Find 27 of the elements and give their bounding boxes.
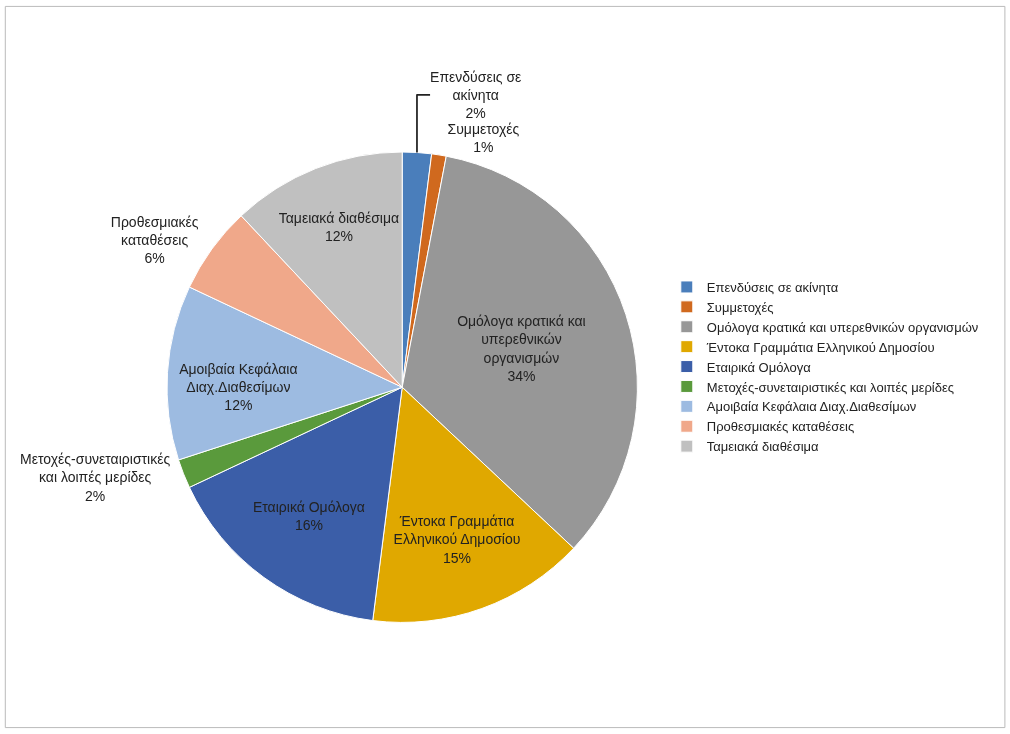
legend-label: Προθεσμιακές καταθέσεις: [706, 419, 855, 435]
legend-label: Συμμετοχές: [706, 299, 774, 315]
data-label: 15%: [442, 549, 472, 566]
slice-label: Έντοκα Γραμμάτια Ελληνικού Δημοσίου: [393, 513, 521, 548]
data-label: 12%: [324, 228, 353, 245]
slice-label: Ομόλογα κρατικά και υπερεθνικών οργανισμών: [457, 313, 586, 366]
legend-label: Επενδύσεις σε ακίνητα: [706, 280, 839, 296]
slice-label: Αμοιβαία Κεφάλαια Διαχ.Διαθεσίμων: [179, 361, 298, 396]
legend-label: Έντοκα Γραμμάτια Ελληνικού Δημοσίου: [705, 339, 935, 355]
legend-label: Μετοχές-συνεταιριστικές και λοιπές μερίδες: [706, 379, 955, 395]
legend-label: Εταιρικά Ομόλογα: [706, 359, 812, 375]
data-label: 6%: [144, 250, 165, 267]
data-label: 12%: [224, 397, 253, 414]
data-label: 16%: [294, 516, 323, 533]
data-label: 1%: [473, 139, 494, 156]
data-label: 2%: [85, 487, 106, 504]
slice-label: Επενδύσεις σε ακίνητα: [430, 68, 522, 103]
data-label: 2%: [465, 105, 486, 122]
data-label: 34%: [507, 367, 536, 384]
slice-label: Μετοχές-συνεταιριστικές και λοιπές μερίδες: [20, 451, 171, 486]
legend-label: Αμοιβαία Κεφάλαια Διαχ.Διαθεσίμων: [706, 399, 917, 415]
slice-label: Εταιρικά Ομόλογα: [252, 498, 365, 515]
slice-label: Ταμειακά διαθέσιμα: [278, 210, 400, 227]
legend-label: Ταμειακά διαθέσιμα: [706, 439, 820, 455]
legend-label: Ομόλογα κρατικά και υπερεθνικών οργανισμών: [706, 319, 979, 335]
slice-label: Συμμετοχές: [447, 121, 520, 138]
slice-label: Προθεσμιακές καταθέσεις: [110, 213, 199, 248]
